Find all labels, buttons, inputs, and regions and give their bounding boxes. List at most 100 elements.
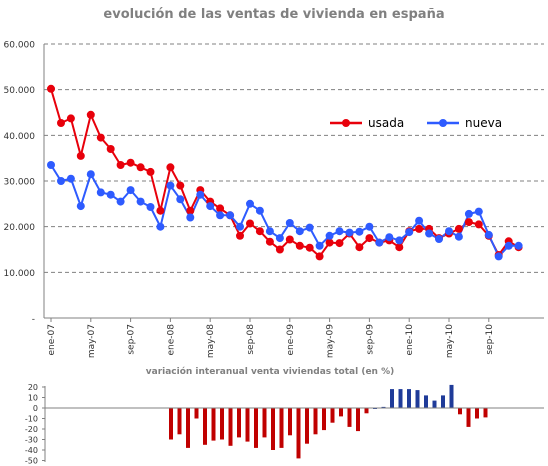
data-point-usada bbox=[415, 224, 424, 233]
main-y-tick-labels: - 10.000 20.000 30.000 40.000 50.000 60.000 bbox=[4, 41, 36, 325]
data-point-nueva bbox=[365, 222, 374, 231]
data-point-usada bbox=[176, 181, 185, 190]
main-y-tick-label: 60.000 bbox=[4, 41, 36, 51]
bar-mark bbox=[271, 408, 275, 450]
bar-mark bbox=[356, 408, 360, 432]
main-x-tick-label: sep-09 bbox=[365, 324, 375, 355]
main-x-tick-label: ene-08 bbox=[166, 324, 176, 356]
data-point-usada bbox=[106, 145, 115, 153]
main-chart-title: evolución de las ventas de vivienda en e… bbox=[103, 7, 444, 22]
data-point-usada bbox=[265, 237, 274, 246]
bar-mark bbox=[398, 389, 403, 408]
main-y-tick-label: 30.000 bbox=[4, 178, 36, 188]
data-point-nueva bbox=[186, 213, 195, 222]
bar-y-tick-label: -20 bbox=[25, 425, 38, 434]
main-y-tick-label: 10.000 bbox=[4, 269, 36, 279]
data-point-nueva bbox=[106, 190, 115, 199]
bar-mark bbox=[466, 408, 471, 427]
data-point-usada bbox=[464, 218, 473, 227]
data-point-nueva bbox=[76, 202, 85, 211]
data-point-nueva bbox=[166, 181, 175, 190]
main-y-tick-label: 40.000 bbox=[4, 132, 36, 142]
main-x-tick-label: ene-10 bbox=[405, 324, 415, 356]
legend: usada nueva bbox=[330, 116, 502, 130]
bar-mark bbox=[458, 408, 462, 415]
data-point-nueva bbox=[305, 223, 314, 232]
data-point-nueva bbox=[375, 238, 384, 247]
series-line-nueva bbox=[50, 164, 519, 259]
data-point-nueva bbox=[47, 161, 55, 169]
bar-mark bbox=[186, 408, 190, 448]
bar-mark bbox=[407, 389, 411, 408]
data-point-nueva bbox=[335, 227, 344, 236]
bar-y-tick-label: 20 bbox=[28, 383, 38, 392]
bar-y-tick-labels: 20 100 -10-20 -30-40 -50 bbox=[25, 383, 45, 466]
bar-mark bbox=[432, 400, 437, 408]
data-point-usada bbox=[66, 114, 75, 123]
data-point-nueva bbox=[57, 177, 65, 185]
data-point-nueva bbox=[454, 232, 463, 241]
legend-nueva-marker bbox=[439, 119, 447, 127]
main-y-tick-label: 50.000 bbox=[4, 86, 36, 96]
main-x-tick-label: sep-10 bbox=[485, 324, 495, 355]
data-point-usada bbox=[116, 161, 125, 169]
main-x-tick-label: sep-07 bbox=[127, 324, 137, 355]
data-point-nueva bbox=[156, 222, 165, 231]
data-point-nueva bbox=[275, 234, 284, 243]
bar-mark bbox=[390, 389, 394, 408]
main-gridlines bbox=[44, 43, 544, 273]
data-point-nueva bbox=[136, 197, 145, 206]
bar-y-tick-label: 10 bbox=[28, 394, 38, 403]
bar-mark bbox=[339, 408, 343, 417]
data-point-usada bbox=[295, 241, 304, 250]
data-point-usada bbox=[216, 204, 225, 213]
bar-mark bbox=[220, 408, 224, 440]
data-point-nueva bbox=[464, 209, 473, 218]
data-point-nueva bbox=[176, 195, 185, 204]
bar-mark bbox=[415, 390, 420, 408]
bar-mark bbox=[483, 408, 488, 418]
bar-mark bbox=[449, 384, 454, 408]
bar-mark bbox=[364, 408, 369, 414]
bar-mark bbox=[203, 408, 207, 445]
bar-y-tick-label: 0 bbox=[33, 404, 38, 413]
data-point-nueva bbox=[325, 231, 334, 240]
data-point-usada bbox=[236, 231, 244, 240]
data-point-usada bbox=[136, 163, 145, 172]
data-point-nueva bbox=[265, 227, 274, 236]
data-point-usada bbox=[325, 238, 334, 247]
main-y-tick-label: 20.000 bbox=[4, 223, 36, 233]
data-point-usada bbox=[474, 220, 483, 229]
data-point-nueva bbox=[474, 207, 483, 216]
data-point-nueva bbox=[345, 228, 354, 237]
data-point-usada bbox=[57, 119, 65, 127]
data-point-usada bbox=[395, 243, 404, 252]
bar-mark bbox=[228, 408, 233, 446]
data-point-nueva bbox=[285, 219, 294, 227]
main-x-tick-label: ene-07 bbox=[47, 324, 57, 355]
bar-y-tick-label: -40 bbox=[25, 446, 38, 455]
data-point-usada bbox=[76, 151, 85, 160]
data-point-nueva bbox=[395, 236, 404, 245]
data-point-usada bbox=[355, 243, 364, 252]
data-point-nueva bbox=[226, 211, 235, 220]
data-point-nueva bbox=[435, 235, 443, 243]
bar-mark bbox=[279, 408, 284, 448]
bar-marks-group bbox=[169, 384, 488, 459]
bar-mark bbox=[177, 408, 182, 435]
data-point-usada bbox=[365, 234, 374, 243]
legend-nueva-label: nueva bbox=[465, 116, 502, 130]
main-y-tick-label: - bbox=[32, 315, 35, 325]
bar-mark bbox=[424, 395, 428, 408]
main-x-tick-label: may-09 bbox=[326, 324, 336, 358]
bar-mark bbox=[296, 408, 301, 459]
main-x-tick-label: sep-08 bbox=[246, 324, 256, 355]
bar-mark bbox=[211, 408, 216, 441]
data-point-nueva bbox=[126, 186, 135, 195]
data-point-nueva bbox=[445, 227, 453, 236]
legend-usada-marker bbox=[342, 119, 350, 127]
data-point-nueva bbox=[484, 230, 493, 239]
main-x-tick-label: may-08 bbox=[206, 324, 216, 358]
data-point-nueva bbox=[415, 216, 424, 225]
